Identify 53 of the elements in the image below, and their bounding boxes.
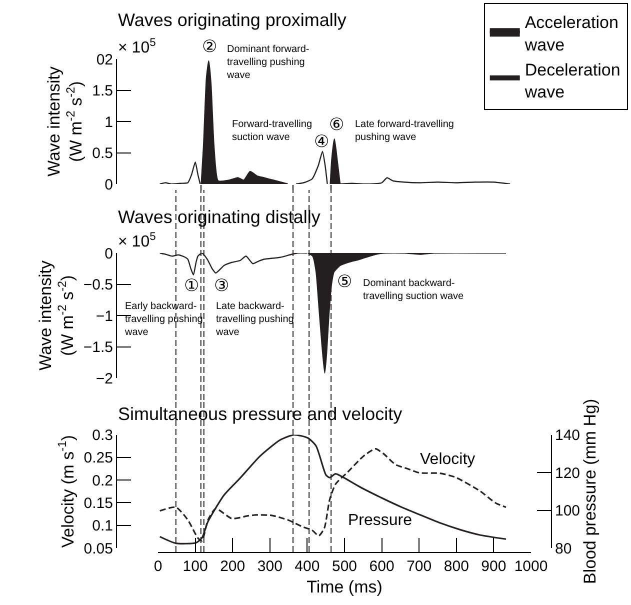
- y-tick-label: 0.2: [92, 472, 113, 490]
- x-tick-label: 400: [294, 558, 320, 575]
- annotation: Dominant forward- travelling pushing wave: [226, 44, 310, 81]
- annotation: ⑥: [329, 115, 344, 134]
- y-tick-label: −2: [96, 370, 113, 388]
- y-tick-label: 0.05: [84, 540, 113, 558]
- y-tick-label: 0.15: [84, 494, 113, 512]
- x-tick-label: 300: [257, 558, 282, 575]
- x-tick-label: 900: [481, 558, 506, 575]
- y-tick-label: 0.25: [84, 450, 113, 467]
- y-tick-label: 0.1: [92, 518, 113, 535]
- annotation: Late forward-travelling pushing wave: [355, 119, 454, 143]
- y-tick-label: 0.3: [92, 427, 113, 444]
- y-tick-label: 0: [104, 245, 113, 262]
- x-tick-label: 600: [369, 558, 394, 575]
- annotation: Dominant backward- travelling suction wave: [363, 278, 464, 302]
- chart-title: Simultaneous pressure and velocity: [118, 404, 402, 424]
- text: ②: [202, 37, 217, 56]
- legend-label: Deceleration wave: [524, 60, 620, 102]
- x-tick-label: 0: [154, 558, 162, 575]
- x-tick-label: 100: [182, 558, 208, 575]
- annotation: ③: [214, 276, 229, 295]
- legend-label: Acceleration wave: [524, 13, 618, 54]
- x-tick-label: 500: [332, 558, 358, 575]
- annotation: ①: [184, 276, 199, 295]
- text: × 10$^{5}$: [118, 37, 156, 57]
- y2-tick-label: 100: [555, 502, 580, 520]
- annotation: Pressure: [348, 512, 412, 529]
- chart-title: Waves originating proximally: [118, 10, 346, 30]
- y2-tick-label: 80: [555, 540, 572, 558]
- y-tick-label: 0: [104, 176, 113, 194]
- y-tick-label: −0.5: [83, 276, 113, 294]
- x-tick-label: 700: [406, 558, 432, 575]
- x-axis-title: Time (ms): [306, 577, 382, 596]
- annotation: Forward-travelling suction wave: [232, 119, 312, 143]
- annotation: ④: [314, 132, 329, 151]
- y-tick-label: −1: [96, 308, 113, 325]
- annotation: Late backward- travelling pushing wave: [215, 301, 294, 338]
- chart-title: Waves originating distally: [118, 207, 320, 227]
- annotation: ⑤: [337, 272, 352, 291]
- y-tick-label: 1.5: [92, 82, 113, 100]
- y2-tick-label: 140: [555, 427, 580, 444]
- x-tick-label: 200: [220, 558, 246, 575]
- y-tick-label: 1: [104, 114, 113, 131]
- annotation: Velocity: [420, 451, 476, 468]
- x-tick-label: 800: [444, 558, 469, 575]
- y2-axis-title: Blood pressure (mm Hg): [580, 398, 600, 584]
- text: × 10$^{5}$: [118, 231, 156, 251]
- y-tick-label: 0.5: [92, 145, 113, 162]
- x-tick-label: 1000: [514, 558, 548, 575]
- y2-tick-label: 120: [555, 464, 580, 482]
- y-tick-label: 02: [96, 51, 113, 68]
- y-tick-label: −1.5: [83, 339, 113, 356]
